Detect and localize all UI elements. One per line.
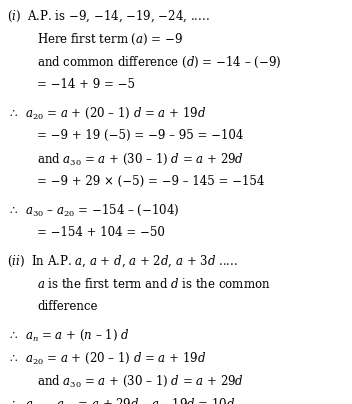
Text: $a_{30}$ – $a_{20}$ = $a$ + 29$d$ – $a$ – 19$d$ = 10$d$: $a_{30}$ – $a_{20}$ = $a$ + 29$d$ – $a$ … bbox=[25, 397, 236, 404]
Text: = −9 + 19 (−5) = −9 – 95 = −104: = −9 + 19 (−5) = −9 – 95 = −104 bbox=[37, 129, 243, 142]
Text: $a_{20}$ = $a$ + (20 – 1) $d$ = $a$ + 19$d$: $a_{20}$ = $a$ + (20 – 1) $d$ = $a$ + 19… bbox=[25, 106, 207, 121]
Text: $(ii)$  In A.P. $a$, $a$ + $d$, $a$ + 2$d$, $a$ + 3$d$ .....: $(ii)$ In A.P. $a$, $a$ + $d$, $a$ + 2$d… bbox=[7, 254, 238, 269]
Text: $a_{30}$ – $a_{20}$ = −154 – (−104): $a_{30}$ – $a_{20}$ = −154 – (−104) bbox=[25, 203, 180, 218]
Text: difference: difference bbox=[37, 300, 98, 313]
Text: $\therefore$: $\therefore$ bbox=[7, 203, 18, 216]
Text: $a$ is the first term and $d$ is the common: $a$ is the first term and $d$ is the com… bbox=[37, 277, 270, 291]
Text: $\therefore$: $\therefore$ bbox=[7, 397, 18, 404]
Text: = −9 + 29 × (−5) = −9 – 145 = −154: = −9 + 29 × (−5) = −9 – 145 = −154 bbox=[37, 175, 264, 188]
Text: = −14 + 9 = −5: = −14 + 9 = −5 bbox=[37, 78, 135, 91]
Text: and $a_{30}$ = $a$ + (30 – 1) $d$ = $a$ + 29$d$: and $a_{30}$ = $a$ + (30 – 1) $d$ = $a$ … bbox=[37, 374, 244, 389]
Text: $\therefore$: $\therefore$ bbox=[7, 328, 18, 341]
Text: $a_n$ = $a$ + ($n$ – 1) $d$: $a_n$ = $a$ + ($n$ – 1) $d$ bbox=[25, 328, 130, 343]
Text: and $a_{30}$ = $a$ + (30 – 1) $d$ = $a$ + 29$d$: and $a_{30}$ = $a$ + (30 – 1) $d$ = $a$ … bbox=[37, 152, 244, 167]
Text: and common difference $(d)$ = −14 – (−9): and common difference $(d)$ = −14 – (−9) bbox=[37, 55, 281, 70]
Text: $\therefore$: $\therefore$ bbox=[7, 106, 18, 119]
Text: $(i)$  A.P. is −9, −14, −19, −24, .....: $(i)$ A.P. is −9, −14, −19, −24, ..... bbox=[7, 8, 210, 23]
Text: $a_{20}$ = $a$ + (20 – 1) $d$ = $a$ + 19$d$: $a_{20}$ = $a$ + (20 – 1) $d$ = $a$ + 19… bbox=[25, 351, 207, 366]
Text: Here first term $(a)$ = −9: Here first term $(a)$ = −9 bbox=[37, 32, 183, 47]
Text: = −154 + 104 = −50: = −154 + 104 = −50 bbox=[37, 226, 165, 239]
Text: $\therefore$: $\therefore$ bbox=[7, 351, 18, 364]
